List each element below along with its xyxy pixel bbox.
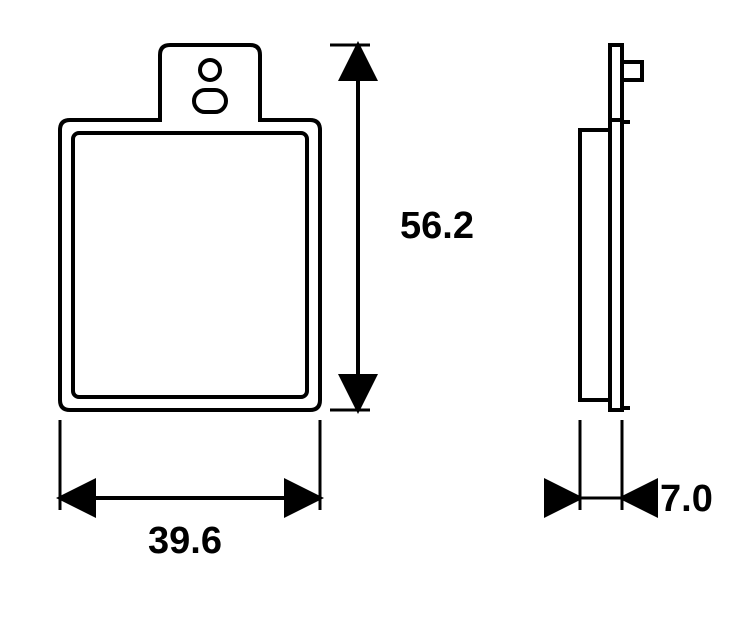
thickness-value: 7.0 [660,478,713,521]
drawing-svg [0,0,749,617]
height-value: 56.2 [400,205,474,248]
dimension-thickness [560,420,642,510]
dimension-width [60,420,320,510]
side-friction-material [580,130,610,400]
width-value: 39.6 [148,520,222,563]
front-view [60,45,320,410]
side-tab-backing [610,45,622,130]
dimension-height [330,45,370,410]
side-view [580,45,642,410]
technical-drawing-container: 56.2 39.6 7.0 [0,0,749,617]
side-pin [622,62,642,80]
